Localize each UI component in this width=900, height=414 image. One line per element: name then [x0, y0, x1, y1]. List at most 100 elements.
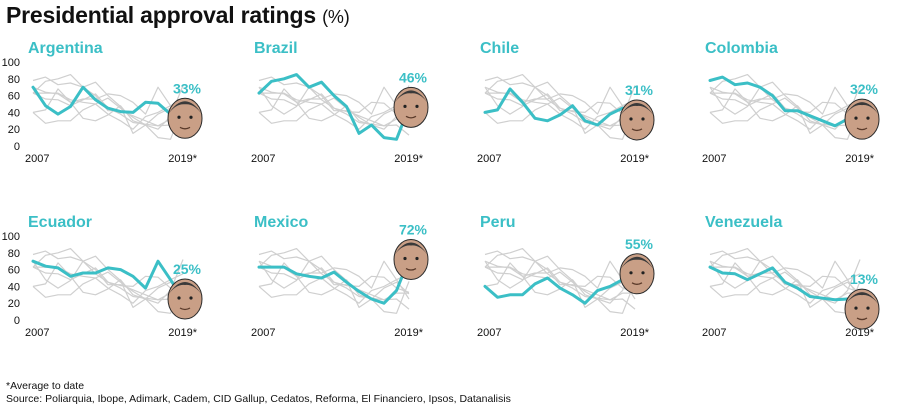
- background-line-ecuador: [484, 86, 636, 126]
- background-line-peru: [258, 273, 410, 304]
- x-label-start: 2007: [477, 327, 501, 339]
- background-line-brazil: [258, 248, 410, 314]
- background-line-ecuador: [32, 86, 184, 126]
- x-label-start: 2007: [477, 153, 501, 165]
- face-eye-left: [177, 115, 181, 119]
- face-eye-left: [403, 256, 407, 261]
- y-tick-60: 60: [8, 91, 20, 103]
- background-line-ecuador: [484, 260, 636, 300]
- background-line-peru: [709, 99, 861, 130]
- highlight-line-argentina: [31, 85, 185, 120]
- panel-title-peru: Peru: [480, 214, 516, 231]
- chart-title: Presidential approval ratings (%): [6, 2, 350, 28]
- face-skin: [167, 97, 203, 139]
- x-label-end: 2019*: [620, 327, 649, 339]
- face-mouth: [179, 307, 191, 311]
- y-tick-60: 60: [8, 265, 20, 277]
- background-line-colombia: [258, 250, 409, 301]
- face-hair: [845, 102, 879, 116]
- face-eye-right: [415, 104, 419, 108]
- background-line-colombia: [32, 250, 183, 301]
- face-mouth: [405, 115, 417, 119]
- background-line-colombia: [484, 76, 635, 127]
- face-eye-left: [403, 104, 407, 108]
- face-eye-right: [866, 116, 870, 120]
- value-label-colombia: 32%: [850, 81, 879, 97]
- panel-title-colombia: Colombia: [705, 40, 778, 57]
- panel-title-brazil: Brazil: [254, 40, 298, 57]
- value-label-peru: 55%: [625, 236, 654, 252]
- face-mouth: [856, 317, 868, 321]
- face-hair: [620, 256, 654, 270]
- face-mouth: [405, 267, 417, 271]
- andres-manuel-lopez-obrador-face: [393, 239, 429, 281]
- face-eye-left: [854, 116, 858, 120]
- panel-title-ecuador: Ecuador: [28, 214, 92, 231]
- value-label-chile: 31%: [625, 82, 654, 98]
- panel-mexico: Mexico 2007 2019* 72%: [251, 214, 429, 339]
- background-line-mexico: [710, 259, 861, 304]
- face-skin: [393, 86, 429, 128]
- face-hair: [620, 102, 654, 116]
- background-line-venezuela: [258, 92, 410, 136]
- x-label-start: 2007: [25, 327, 49, 339]
- x-label-end: 2019*: [845, 327, 874, 339]
- face-eye-left: [854, 306, 858, 310]
- panel-brazil: Brazil 2007 2019* 46%: [251, 40, 429, 165]
- face-eye-right: [189, 115, 193, 119]
- face-hair: [394, 90, 428, 104]
- background-line-chile: [32, 262, 184, 300]
- highlight-line-peru: [483, 272, 637, 305]
- face-mouth: [179, 126, 191, 130]
- panel-ecuador: Ecuador 0 20 40 60 80 100 2007 2019* 25%: [2, 214, 203, 339]
- x-label-start: 2007: [702, 153, 726, 165]
- background-line-chile: [709, 262, 861, 300]
- y-tick-40: 40: [8, 281, 20, 293]
- face-eye-right: [866, 306, 870, 310]
- panel-title-argentina: Argentina: [28, 40, 103, 57]
- y-tick-20: 20: [8, 124, 20, 136]
- source-note: Source: Poliarquia, Ibope, Adimark, Cade…: [6, 393, 511, 405]
- face-hair: [168, 282, 202, 295]
- highlight-line-colombia: [708, 75, 862, 128]
- background-line-mexico: [710, 85, 861, 130]
- value-label-argentina: 33%: [173, 80, 202, 96]
- background-line-peru: [32, 99, 184, 130]
- x-label-start: 2007: [702, 327, 726, 339]
- face-eye-left: [629, 117, 633, 121]
- face-skin: [844, 288, 880, 330]
- background-line-brazil: [32, 248, 184, 314]
- panel-venezuela: Venezuela 2007 2019* 13%: [702, 214, 880, 339]
- background-line-chile: [258, 262, 410, 300]
- y-tick-80: 80: [8, 248, 20, 260]
- face-hair: [168, 101, 202, 115]
- background-line-brazil: [709, 248, 861, 314]
- ivan-duque-face: [844, 98, 880, 140]
- highlight-line-mexico: [257, 258, 411, 305]
- value-label-brazil: 46%: [399, 69, 428, 85]
- panel-argentina: Argentina 0 20 40 60 80 100 2007 2019* 33%: [2, 40, 203, 165]
- y-tick-0: 0: [14, 141, 20, 153]
- background-line-chile: [32, 88, 184, 126]
- martin-vizcarra-face: [619, 253, 655, 295]
- face-eye-right: [189, 296, 193, 300]
- background-line-venezuela: [484, 92, 636, 136]
- face-skin: [844, 98, 880, 140]
- face-skin: [167, 278, 203, 320]
- y-tick-100: 100: [2, 57, 20, 69]
- face-mouth: [631, 282, 643, 285]
- background-line-chile: [258, 88, 410, 126]
- footnote: *Average to date: [6, 380, 85, 392]
- face-mouth: [856, 127, 868, 131]
- background-line-mexico: [259, 85, 410, 130]
- value-label-venezuela: 13%: [850, 271, 879, 287]
- x-label-end: 2019*: [394, 153, 423, 165]
- face-hair: [394, 242, 428, 256]
- x-label-end: 2019*: [168, 327, 197, 339]
- background-line-peru: [709, 273, 861, 304]
- face-mouth: [631, 128, 643, 132]
- x-label-end: 2019*: [845, 153, 874, 165]
- title-unit: (%): [322, 7, 350, 27]
- y-tick-0: 0: [14, 315, 20, 327]
